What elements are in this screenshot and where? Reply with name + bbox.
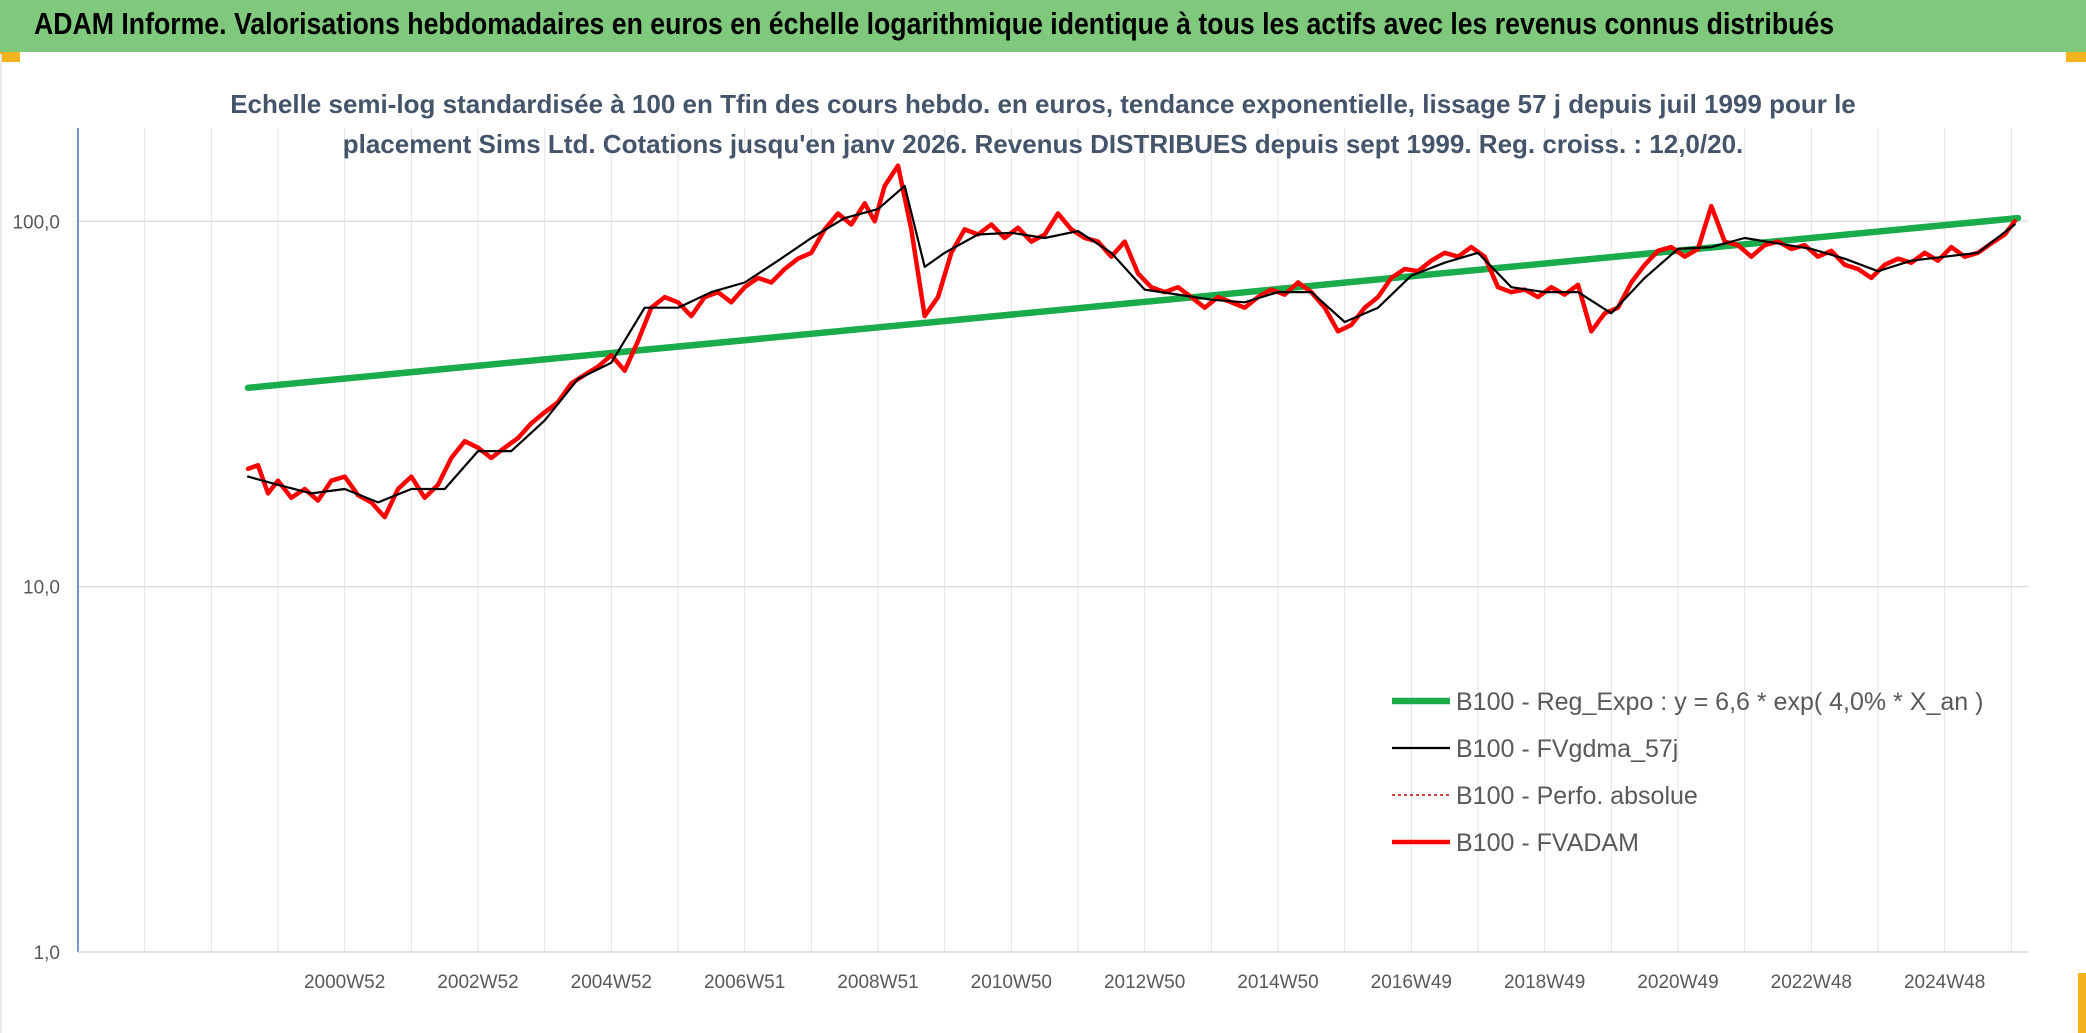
legend-label-smoothed: B100 - FVgdma_57j	[1456, 735, 1678, 763]
y-tick-label: 10,0	[23, 578, 60, 599]
report-title: ADAM Informe. Valorisations hebdomadaire…	[34, 6, 1835, 41]
corner-marker-left	[0, 52, 20, 62]
chart-subtitle-line2: placement Sims Ltd. Cotations jusqu'en j…	[343, 129, 1744, 159]
report-banner: ADAM Informe. Valorisations hebdomadaire…	[0, 0, 2086, 52]
x-tick-label: 2016W49	[1371, 972, 1452, 993]
x-tick-label: 2000W52	[304, 972, 385, 993]
x-tick-label: 2010W50	[971, 972, 1052, 993]
y-tick-label: 100,0	[12, 212, 60, 233]
chart-area	[0, 54, 2086, 1033]
x-tick-label: 2020W49	[1637, 972, 1718, 993]
series-layer	[244, 163, 2022, 520]
chart-legend: B100 - Reg_Expo : y = 6,6 * exp( 4,0% * …	[1392, 688, 1983, 857]
x-tick-label: 2006W51	[704, 972, 785, 993]
grid-layer	[77, 128, 2028, 953]
series-line-regression	[244, 214, 2022, 392]
x-tick-label: 2002W52	[437, 972, 518, 993]
legend-label-absolute: B100 - Perfo. absolue	[1456, 782, 1698, 810]
series-line-smoothed	[246, 184, 2016, 504]
x-tick-label: 2012W50	[1104, 972, 1185, 993]
legend-label-fvadam: B100 - FVADAM	[1456, 829, 1639, 857]
corner-marker-right	[2066, 52, 2086, 62]
x-tick-label: 2014W50	[1237, 972, 1318, 993]
x-tick-label: 2024W48	[1904, 972, 1985, 993]
chart-subtitle-line1: Echelle semi-log standardisée à 100 en T…	[230, 89, 1856, 119]
x-tick-label: 2018W49	[1504, 972, 1585, 993]
y-tick-label: 1,0	[34, 943, 60, 964]
corner-marker-bottom-right	[2078, 973, 2086, 1033]
x-tick-label: 2008W51	[837, 972, 918, 993]
x-tick-label: 2022W48	[1771, 972, 1852, 993]
x-tick-label: 2004W52	[571, 972, 652, 993]
axis-layer: 100,0 10,0 1,0 2000W52 2002W52 2004W52 2006W51…	[12, 128, 2028, 993]
series-line-fvadam	[245, 163, 2017, 520]
legend-label-regression: B100 - Reg_Expo : y = 6,6 * exp( 4,0% * …	[1456, 688, 1983, 716]
